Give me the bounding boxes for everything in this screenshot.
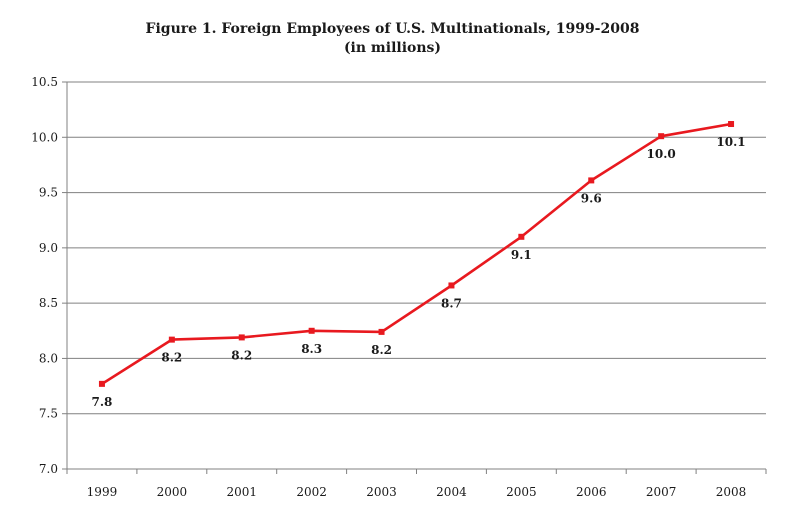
data-point (378, 328, 385, 335)
y-tick-label: 8.5 (39, 296, 58, 310)
x-tick-label: 2007 (646, 485, 677, 499)
data-label: 8.7 (441, 296, 462, 310)
y-tick-labels: 7.0 7.5 8.0 8.5 9.0 9.5 10.0 10.5 (31, 75, 58, 476)
chart-subtitle: (in millions) (343, 40, 442, 56)
x-tick-label: 2003 (366, 485, 397, 499)
axes (62, 81, 767, 474)
data-label: 8.2 (371, 343, 392, 357)
data-point (728, 121, 735, 128)
data-labels: 7.8 8.2 8.2 8.3 8.2 8.7 9.1 9.6 10.0 10.1 (92, 135, 746, 409)
gridlines (67, 81, 766, 415)
y-tick-label: 10.5 (31, 75, 58, 89)
y-tick-label: 10.0 (31, 130, 58, 144)
x-tick-label: 2004 (436, 485, 467, 499)
x-tick-labels: 1999 2000 2001 2002 2003 2004 2005 2006 2007 2008 (87, 485, 747, 499)
data-label: 10.1 (716, 135, 745, 149)
x-tick-label: 2001 (226, 485, 257, 499)
data-point (658, 133, 665, 140)
x-tick-label: 2005 (506, 485, 537, 499)
x-tick-label: 2008 (716, 485, 747, 499)
series-line (100, 122, 733, 386)
data-point (588, 177, 595, 184)
data-point (98, 380, 105, 387)
data-point (238, 334, 245, 341)
data-label: 8.2 (161, 351, 182, 365)
data-label: 8.2 (231, 348, 252, 362)
data-point (448, 282, 455, 289)
series-layer (98, 121, 735, 387)
x-tick-label: 2002 (296, 485, 327, 499)
y-tick-label: 8.0 (39, 351, 58, 365)
y-tick-label: 9.0 (39, 241, 58, 255)
data-point (308, 327, 315, 334)
x-tick-label: 2000 (157, 485, 188, 499)
x-tick-label: 2006 (576, 485, 607, 499)
y-tick-label: 7.5 (39, 407, 58, 421)
y-tick-label: 7.0 (39, 462, 58, 476)
data-point (518, 233, 525, 240)
data-label: 9.6 (581, 191, 602, 205)
x-tick-label: 1999 (87, 485, 118, 499)
chart-title: Figure 1. Foreign Employees of U.S. Mult… (145, 21, 640, 37)
data-point (168, 336, 175, 343)
data-label: 10.0 (647, 147, 676, 161)
data-label: 9.1 (511, 248, 532, 262)
data-label: 8.3 (301, 342, 322, 356)
data-label: 7.8 (92, 395, 113, 409)
y-tick-label: 9.5 (39, 186, 58, 200)
